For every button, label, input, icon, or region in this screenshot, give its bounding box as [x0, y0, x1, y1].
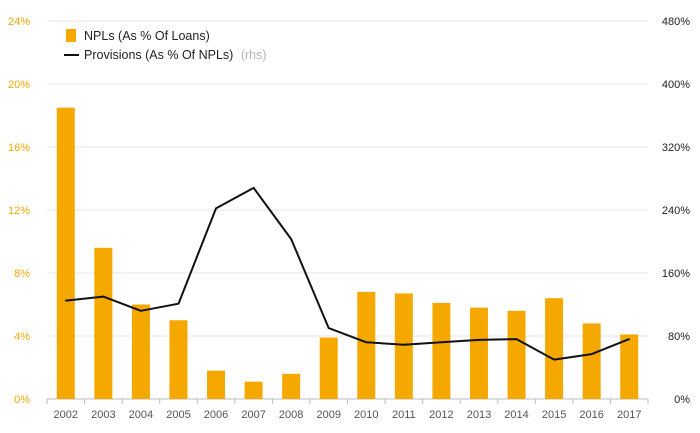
npl-bar	[94, 247, 113, 399]
x-tick-label: 2014	[504, 409, 528, 421]
provisions-point	[327, 327, 330, 329]
npl-bar	[545, 298, 564, 399]
npl-bar	[169, 320, 188, 399]
left-tick-label: 0%	[14, 394, 30, 406]
x-tick-label: 2010	[354, 409, 378, 421]
npl-bar	[620, 334, 639, 399]
legend-label-provisions: Provisions (As % Of NPLs) (rhs)	[84, 48, 267, 62]
npl-bars	[56, 107, 639, 399]
legend-label-npl: NPLs (As % Of Loans)	[84, 29, 210, 43]
provisions-point	[403, 343, 405, 346]
left-tick-label: 16%	[8, 142, 30, 154]
npl-bar	[131, 304, 150, 399]
provisions-line-group	[64, 186, 631, 361]
legend-swatch-npl	[66, 29, 76, 42]
right-tick-label: 240%	[662, 205, 690, 217]
right-axis: 0% 80% 160% 240% 320% 400% 480%	[662, 16, 690, 406]
npl-bar	[469, 307, 488, 399]
provisions-point	[177, 302, 180, 305]
legend-provisions-name: Provisions (As % Of NPLs)	[84, 48, 233, 62]
x-tick-label: 2013	[467, 409, 491, 421]
provisions-line	[65, 186, 630, 361]
npl-bar	[56, 107, 75, 399]
npl-bar	[394, 293, 413, 399]
npl-bar	[507, 310, 526, 399]
provisions-point	[440, 341, 443, 344]
provisions-point	[290, 238, 292, 240]
left-axis: 0% 4% 8% 12% 16% 20% 24%	[8, 16, 30, 406]
right-tick-label: 400%	[662, 79, 690, 91]
right-tick-label: 160%	[662, 268, 690, 280]
x-axis: 2002 2003 2004 2005 2006 2007 2008 2009 2010 2011…	[46, 399, 649, 421]
provisions-point	[478, 339, 480, 341]
x-tick-label: 2008	[279, 409, 303, 421]
x-tick-label: 2002	[54, 409, 78, 421]
provisions-point	[215, 207, 217, 210]
npl-bar	[357, 291, 376, 399]
legend: NPLs (As % Of Loans) Provisions (As % Of…	[64, 29, 267, 62]
left-tick-label: 20%	[8, 79, 30, 91]
left-tick-label: 12%	[8, 205, 30, 217]
x-tick-label: 2012	[429, 409, 453, 421]
provisions-point	[64, 299, 67, 302]
x-tick-label: 2004	[129, 409, 153, 421]
provisions-point	[628, 338, 631, 340]
x-tick-label: 2009	[316, 409, 340, 421]
npl-bar	[319, 337, 338, 399]
npl-bar	[582, 323, 601, 399]
npl-bar	[282, 373, 301, 399]
x-tick-label: 2006	[204, 409, 228, 421]
left-tick-label: 8%	[14, 268, 30, 280]
provisions-point	[590, 353, 593, 355]
npl-bar	[432, 302, 451, 399]
left-tick-label: 24%	[8, 16, 30, 28]
right-tick-label: 320%	[662, 142, 690, 154]
provisions-point	[140, 310, 142, 312]
x-tick-label: 2007	[241, 409, 265, 421]
right-tick-label: 480%	[662, 16, 690, 28]
x-tick-label: 2003	[91, 409, 115, 421]
x-tick-label: 2005	[166, 409, 190, 421]
left-tick-label: 4%	[14, 331, 30, 343]
legend-provisions-note: (rhs)	[241, 48, 267, 62]
provisions-point	[252, 187, 255, 189]
x-tick-label: 2016	[579, 409, 603, 421]
provisions-point	[102, 295, 105, 298]
x-tick-label: 2015	[542, 409, 566, 421]
x-tick-label: 2017	[617, 409, 641, 421]
x-tick-label: 2011	[392, 409, 416, 421]
npl-bar	[244, 381, 263, 399]
right-tick-label: 80%	[668, 331, 690, 343]
provisions-point	[553, 358, 555, 361]
npl-bar	[207, 370, 226, 399]
provisions-point	[365, 341, 368, 344]
right-tick-label: 0%	[674, 394, 690, 406]
provisions-point	[515, 338, 518, 340]
